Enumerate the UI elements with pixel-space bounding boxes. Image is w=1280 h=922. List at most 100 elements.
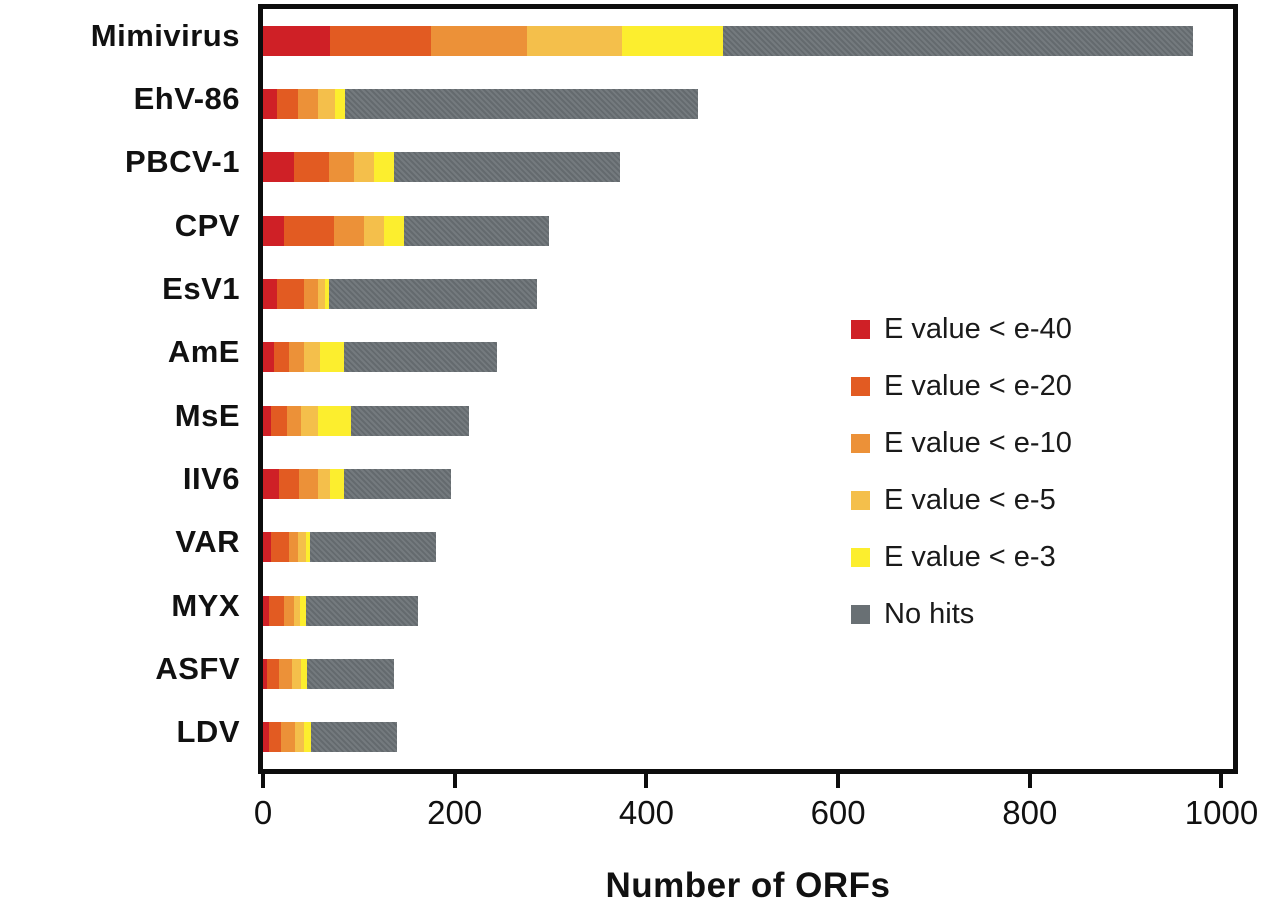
category-label: ASFV: [155, 650, 240, 686]
bar-segment: [333, 215, 364, 246]
category-label: MsE: [174, 397, 240, 433]
bar-segment: [319, 342, 345, 373]
category-label: LDV: [176, 714, 240, 750]
category-label: Mimivirus: [90, 17, 240, 53]
bar-segment: [299, 469, 318, 499]
category-label: MYX: [171, 587, 240, 623]
bar-segment: [263, 25, 331, 56]
category-label: AmE: [167, 334, 240, 370]
bar-segment: [263, 342, 274, 373]
bar-segment: [345, 89, 699, 119]
legend-swatch: [851, 605, 870, 624]
category-label: EhV-86: [133, 80, 240, 116]
bar-segment: [430, 25, 527, 56]
bar-segment: [268, 722, 282, 753]
x-tick: [1027, 774, 1032, 788]
legend-label: E value < e-20: [884, 370, 1072, 402]
legend-item: No hits: [851, 586, 1072, 643]
bar-segment: [383, 215, 404, 246]
x-tick: [1219, 774, 1224, 788]
bar-segment: [273, 342, 289, 373]
y-axis-labels: Mimivirus EhV-86 PBCV-1 CPV EsV1 AmE MsE IIV6 VA…: [0, 4, 248, 774]
legend-label: E value < e-40: [884, 313, 1072, 345]
bar-segment: [270, 532, 289, 563]
bar-segment: [263, 152, 294, 183]
x-tick: [644, 774, 649, 788]
bar-segment: [293, 152, 330, 183]
bar-segment: [374, 152, 395, 183]
bar-segment: [263, 215, 285, 246]
category-label: CPV: [174, 207, 240, 243]
bar-segment: [304, 722, 311, 753]
bar-segment: [279, 659, 292, 689]
bar-segment: [317, 469, 331, 499]
bar-segment: [329, 279, 538, 309]
legend-swatch: [851, 377, 870, 396]
category-label: VAR: [175, 524, 240, 560]
bar-segment: [294, 722, 305, 753]
bar-segment: [306, 595, 419, 626]
bar-segment: [325, 279, 330, 309]
legend-item: E value < e-40: [851, 301, 1072, 358]
bar-segment: [304, 342, 320, 373]
bar-segment: [301, 659, 308, 689]
bar-segment: [263, 595, 269, 626]
bar-segment: [270, 405, 287, 436]
bar-segment: [266, 659, 280, 689]
legend-swatch: [851, 491, 870, 510]
bar-segment: [263, 469, 280, 499]
x-axis: 0 200 400 600 800 1000: [254, 774, 1258, 864]
legend-label: E value < e-5: [884, 484, 1056, 516]
bar-segment: [286, 405, 302, 436]
legend-item: E value < e-5: [851, 472, 1072, 529]
bar-segment: [263, 659, 267, 689]
bar-segment: [622, 25, 724, 56]
bar-segment: [334, 89, 346, 119]
x-tick-label: 200: [427, 794, 483, 831]
bar-segment: [329, 152, 355, 183]
bar-segment: [298, 532, 307, 563]
bar-segment: [263, 532, 271, 563]
category-label: PBCV-1: [125, 144, 240, 180]
bar-segment: [317, 405, 352, 436]
x-tick: [261, 774, 265, 788]
category-label: IIV6: [182, 460, 240, 496]
bar-segment: [288, 342, 305, 373]
bar-segment: [343, 469, 451, 499]
bar-segment: [277, 279, 305, 309]
legend-item: E value < e-10: [851, 415, 1072, 472]
x-tick: [452, 774, 457, 788]
bar-segment: [263, 279, 278, 309]
legend: E value < e-40 E value < e-20 E value < e-…: [851, 301, 1072, 643]
x-tick-label: 800: [1002, 794, 1058, 831]
bar-segment: [301, 405, 318, 436]
bar-segment: [723, 25, 1193, 56]
bar-segment: [317, 89, 335, 119]
legend-item: E value < e-3: [851, 529, 1072, 586]
bar-segment: [279, 469, 300, 499]
bar-segment: [309, 532, 437, 563]
bar-segment: [526, 25, 623, 56]
bar-segment: [363, 215, 384, 246]
bar-segment: [306, 532, 310, 563]
legend-item: E value < e-20: [851, 358, 1072, 415]
bar-segment: [317, 279, 326, 309]
bar-segment: [284, 595, 294, 626]
bar-segment: [263, 405, 271, 436]
bar-segment: [351, 405, 470, 436]
bar-segment: [304, 279, 318, 309]
bar-segment: [330, 469, 344, 499]
legend-swatch: [851, 548, 870, 567]
x-axis-title: Number of ORFs: [605, 866, 891, 905]
legend-label: E value < e-3: [884, 541, 1056, 573]
bar-segment: [330, 25, 431, 56]
bar-segment: [268, 595, 285, 626]
legend-label: No hits: [884, 598, 975, 630]
x-tick-label: 0: [253, 794, 273, 831]
bar-segment: [300, 595, 307, 626]
bar-segment: [263, 722, 269, 753]
bar-segment: [277, 89, 298, 119]
category-label: EsV1: [162, 270, 240, 306]
plot-frame: E value < e-40 E value < e-20 E value < e-…: [258, 4, 1238, 774]
